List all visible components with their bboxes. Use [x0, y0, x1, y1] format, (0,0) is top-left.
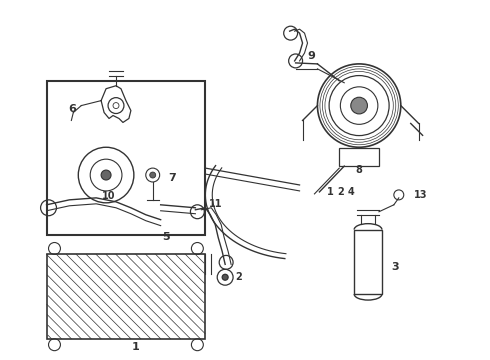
Text: 6: 6: [69, 104, 76, 113]
Bar: [47, 255, 205, 339]
Text: 9: 9: [308, 51, 316, 61]
Text: 8: 8: [356, 165, 363, 175]
Circle shape: [150, 172, 156, 178]
Text: 1: 1: [132, 342, 140, 352]
Text: 5: 5: [162, 231, 170, 242]
Circle shape: [222, 274, 228, 280]
Text: 2: 2: [337, 187, 344, 197]
Text: 13: 13: [414, 190, 427, 200]
Text: 3: 3: [391, 262, 398, 272]
Bar: [354, 230, 382, 294]
Bar: [47, 81, 205, 235]
Circle shape: [351, 97, 368, 114]
Text: 7: 7: [169, 173, 176, 183]
Circle shape: [101, 170, 111, 180]
Bar: [339, 148, 379, 166]
Text: 4: 4: [347, 187, 354, 197]
Text: 2: 2: [235, 272, 242, 282]
Text: 10: 10: [102, 191, 116, 201]
Text: 1: 1: [326, 187, 333, 197]
Text: 11: 11: [208, 199, 222, 209]
